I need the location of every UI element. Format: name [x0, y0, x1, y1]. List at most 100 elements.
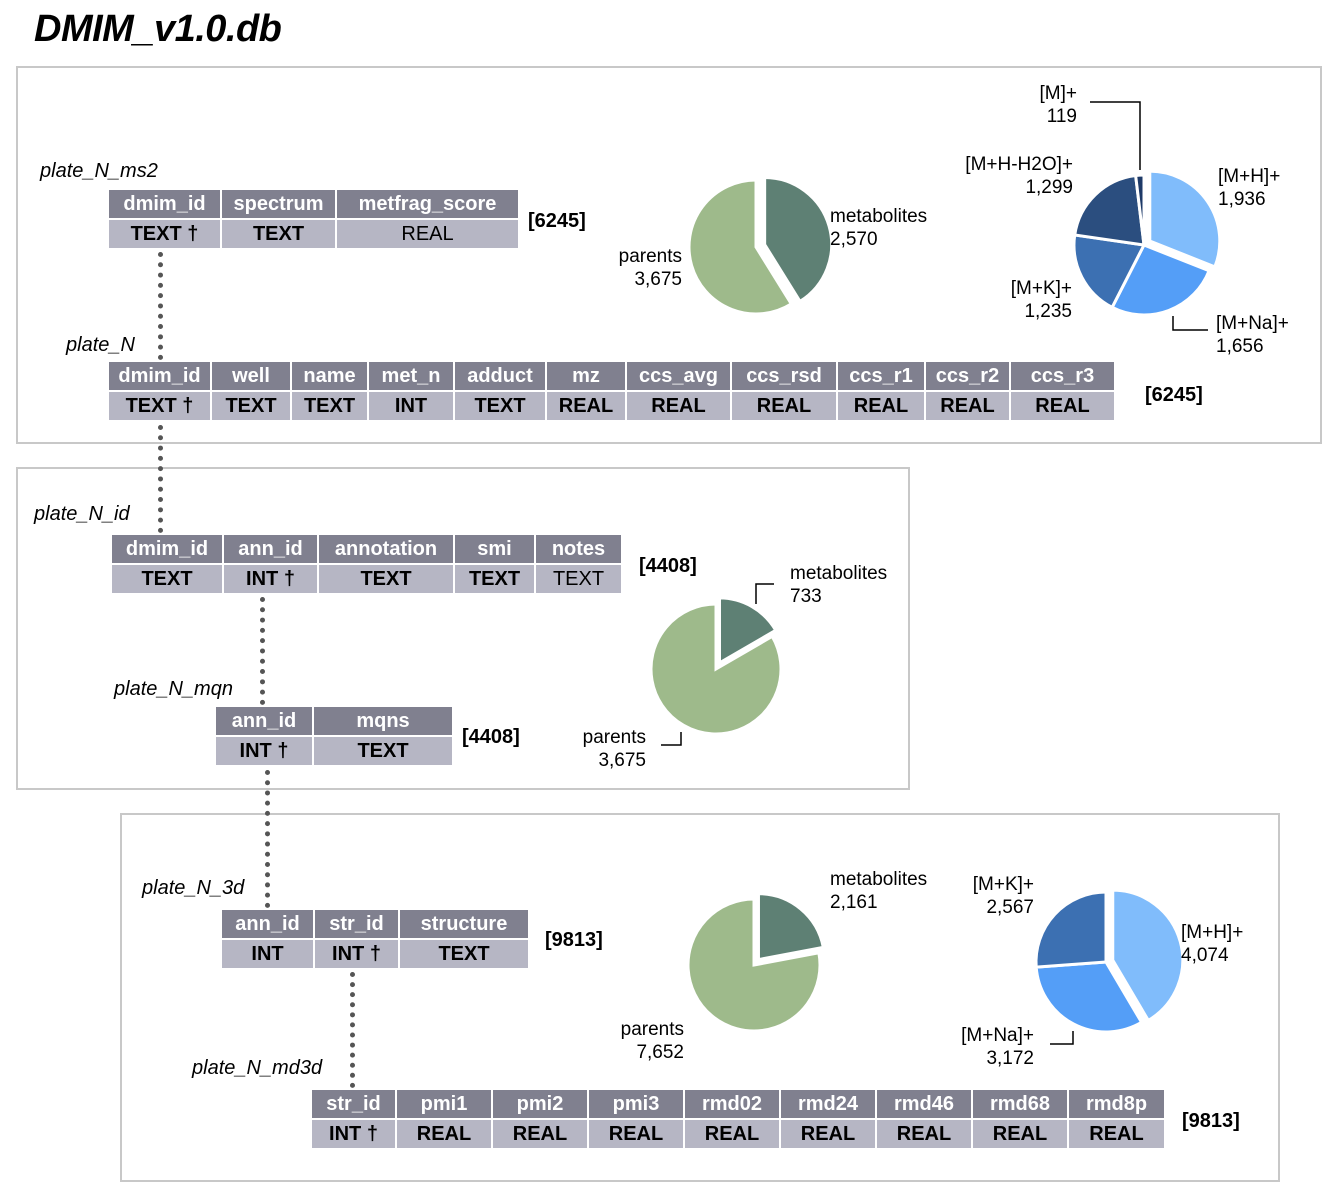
column-header: ann_id [223, 535, 319, 565]
row-count-id: [4408] [639, 555, 697, 577]
column-type: REAL [972, 1119, 1069, 1148]
column-header: metfrag_score [336, 190, 518, 220]
table-name-3d: plate_N_3d [142, 877, 245, 899]
column-type: TEXT [291, 391, 369, 420]
column-header: rmd24 [780, 1090, 877, 1120]
connector-mqn-3d [265, 770, 270, 908]
pie-slice [717, 596, 778, 666]
column-type: REAL [731, 391, 838, 420]
column-header: rmd8p [1068, 1090, 1164, 1120]
column-header: ann_id [216, 707, 314, 737]
table-plate-n: dmim_id well name met_n adduct mz ccs_avg ccs_r… [109, 362, 1114, 420]
row-count-ms2: [6245] [528, 210, 586, 232]
slice-value: 733 [790, 586, 822, 607]
column-type: INT † [312, 1119, 397, 1148]
column-type: TEXT † [109, 391, 212, 420]
slice-label: metabolites [830, 206, 927, 227]
slice-label: parents [583, 727, 646, 748]
slice-label: [M+H]+ [1181, 922, 1243, 943]
column-type: TEXT [211, 391, 292, 420]
pie-slice [1072, 233, 1147, 310]
column-type: REAL [1010, 391, 1114, 420]
column-type: TEXT [318, 564, 455, 593]
column-header: mqns [313, 707, 452, 737]
column-header: rmd46 [876, 1090, 973, 1120]
column-type: TEXT [399, 939, 528, 968]
column-header: ccs_r2 [925, 362, 1011, 392]
label-leader-line [1090, 101, 1141, 170]
table-plate-n-ms2: dmim_id spectrum metfrag_score TEXT † TEXT RE… [109, 190, 518, 248]
column-header: ccs_r1 [837, 362, 926, 392]
column-type: TEXT [535, 564, 621, 593]
column-header: well [211, 362, 292, 392]
label-leader-line [661, 732, 682, 746]
table-plate-n-3d: ann_id str_id structure INT INT † TEXT [222, 910, 528, 968]
pie-slice [1034, 960, 1144, 1034]
slice-label: [M+H]+ [1218, 166, 1280, 187]
column-type: REAL [876, 1119, 973, 1148]
column-header: dmim_id [112, 535, 224, 565]
column-type: REAL [780, 1119, 877, 1148]
pie-slice [1111, 888, 1185, 1023]
slice-value: 3,172 [986, 1048, 1034, 1069]
table-plate-n-id: dmim_id ann_id annotation smi notes TEXT INT †… [112, 535, 621, 593]
column-type: REAL [1068, 1119, 1164, 1148]
column-type: REAL [492, 1119, 589, 1148]
pie-slice [1073, 173, 1146, 247]
column-type: TEXT [313, 736, 452, 765]
table-name-md3d: plate_N_md3d [192, 1057, 323, 1079]
table-plate-n-md3d: str_id pmi1 pmi2 pmi3 rmd02 rmd24 rmd46 rmd68 rm… [312, 1090, 1164, 1148]
table-plate-n-mqn: ann_id mqns INT † TEXT [216, 707, 452, 765]
slice-label: parents [621, 1019, 684, 1040]
column-header: rmd68 [972, 1090, 1069, 1120]
column-header: dmim_id [109, 190, 222, 220]
pie-slice [686, 897, 822, 1033]
label-leader-line [1050, 1031, 1074, 1045]
slice-label: [M+H-H2O]+ [965, 154, 1073, 175]
slice-value: 7,652 [636, 1042, 684, 1063]
column-header: dmim_id [109, 362, 212, 392]
column-type: REAL [837, 391, 926, 420]
row-count-mqn: [4408] [462, 726, 520, 748]
slice-value: 3,675 [598, 750, 646, 771]
column-type: INT † [314, 939, 400, 968]
section-annotation [16, 467, 910, 790]
slice-value: 3,675 [634, 269, 682, 290]
slice-value: 2,161 [830, 892, 878, 913]
slice-label: [M+K]+ [1011, 278, 1072, 299]
column-header: mz [546, 362, 627, 392]
slice-value: 1,656 [1216, 336, 1264, 357]
column-header: ann_id [222, 910, 315, 940]
section-structure [120, 813, 1280, 1182]
column-type: REAL [684, 1119, 781, 1148]
table-name-id: plate_N_id [34, 503, 130, 525]
column-type: REAL [546, 391, 627, 420]
column-type: TEXT [454, 391, 547, 420]
column-header: ccs_avg [626, 362, 732, 392]
column-header: ccs_r3 [1010, 362, 1114, 392]
slice-value: 1,936 [1218, 189, 1266, 210]
label-leader-line [755, 583, 774, 604]
column-type: TEXT [112, 564, 224, 593]
column-header: met_n [368, 362, 455, 392]
connector-id-mqn [260, 597, 265, 705]
column-type: TEXT [221, 219, 337, 248]
column-header: ccs_rsd [731, 362, 838, 392]
row-count-3d: [9813] [545, 929, 603, 951]
connector-ms2-plate [158, 252, 163, 360]
column-type: REAL [588, 1119, 685, 1148]
column-header: str_id [314, 910, 400, 940]
section-plate [16, 66, 1322, 444]
pie-slice [649, 602, 783, 736]
page-title: DMIM_v1.0.db [34, 8, 282, 50]
slice-label: metabolites [790, 563, 887, 584]
column-header: structure [399, 910, 528, 940]
column-type: TEXT † [109, 219, 222, 248]
row-count-plate: [6245] [1145, 384, 1203, 406]
slice-value: 1,299 [1025, 177, 1073, 198]
pie-slice [687, 178, 794, 316]
column-type: INT [368, 391, 455, 420]
connector-plate-id [158, 425, 163, 533]
column-header: annotation [318, 535, 455, 565]
